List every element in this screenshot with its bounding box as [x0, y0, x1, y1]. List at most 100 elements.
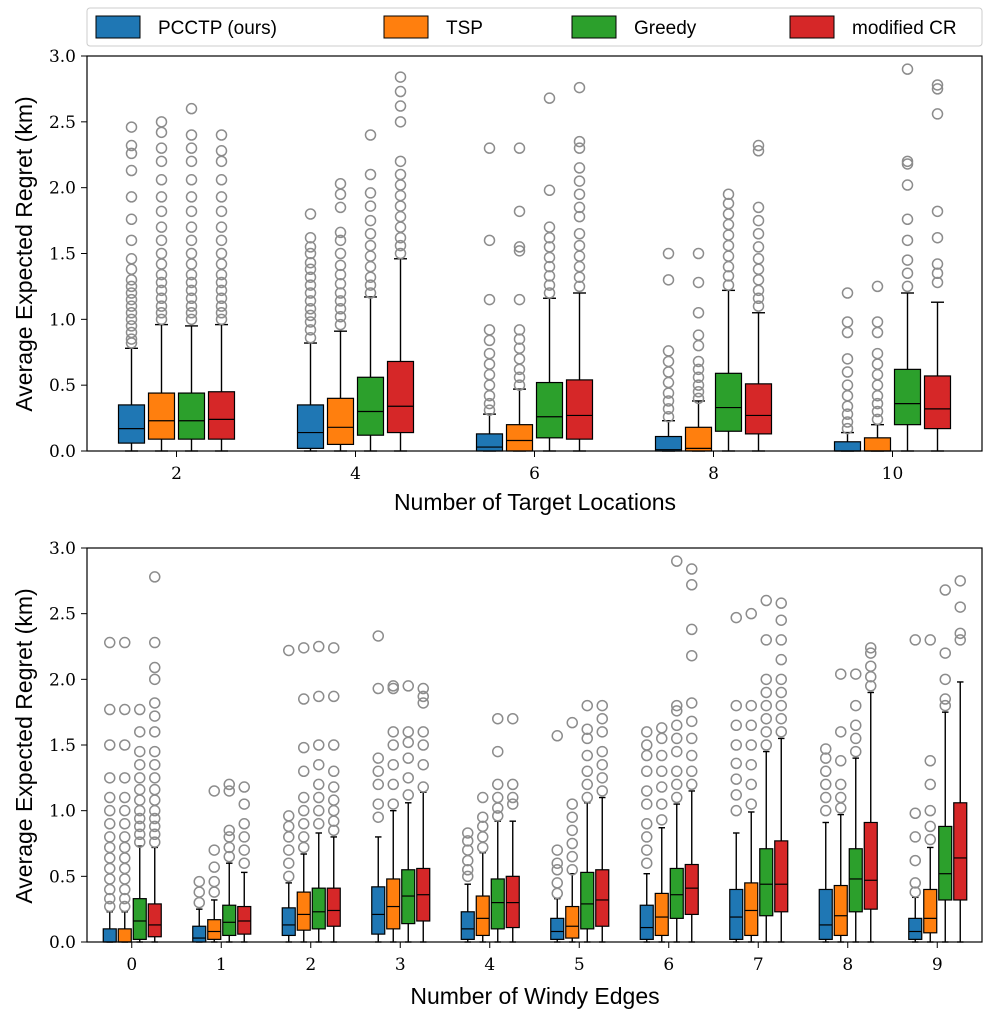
outlier-point — [125, 234, 138, 247]
outlier-point — [551, 877, 563, 889]
outlier-point — [513, 333, 526, 345]
outlier-point — [298, 791, 310, 804]
box-tsp — [475, 895, 490, 937]
outlier-point — [394, 221, 407, 233]
y-tick-label: 0.0 — [49, 442, 76, 462]
outlier-point — [671, 765, 683, 778]
outlier-point — [841, 287, 854, 299]
outlier-point — [328, 642, 340, 654]
outlier-point — [596, 712, 608, 725]
outlier-point — [543, 279, 556, 291]
outlier-point — [104, 739, 116, 751]
outlier-point — [543, 241, 556, 253]
outlier-point — [722, 270, 735, 282]
outlier-point — [208, 844, 220, 856]
outlier-point — [185, 313, 198, 326]
x-tick-label: 8 — [842, 955, 853, 975]
outlier-point — [760, 699, 772, 712]
outlier-point — [641, 831, 653, 843]
outlier-point — [745, 719, 757, 732]
bottom-chart-ylabel: Average Expected Regret (km) — [11, 588, 37, 903]
outlier-point — [909, 807, 921, 820]
outlier-point — [656, 814, 668, 826]
outlier-point — [387, 758, 399, 771]
y-tick-label: 3.0 — [49, 539, 76, 559]
outlier-point — [328, 781, 340, 793]
outlier-point — [671, 705, 683, 717]
box-pcctp-ours — [550, 917, 565, 940]
outlier-point — [662, 274, 675, 286]
outlier-point — [134, 703, 146, 716]
outlier-point — [328, 804, 340, 817]
outlier-point — [125, 253, 138, 265]
outlier-point — [543, 270, 556, 282]
outlier-point — [730, 773, 742, 785]
outlier-point — [722, 208, 735, 220]
outlier-point — [364, 214, 377, 227]
outlier-point — [104, 852, 116, 864]
outlier-point — [722, 218, 735, 231]
box-tsp — [684, 426, 713, 452]
outlier-point — [104, 900, 116, 913]
outlier-point — [134, 783, 146, 796]
outlier-point — [298, 693, 310, 705]
outlier-point — [573, 188, 586, 200]
outlier-point — [596, 758, 608, 771]
outlier-point — [304, 256, 317, 269]
outlier-point — [462, 864, 474, 876]
outlier-point — [119, 862, 131, 875]
outlier-point — [871, 316, 884, 328]
outlier-point — [573, 162, 586, 174]
outlier-point — [939, 699, 951, 712]
outlier-point — [104, 772, 116, 784]
legend-swatch-modified-cr — [789, 15, 835, 39]
outlier-point — [865, 647, 877, 659]
x-tick-label: 6 — [529, 464, 540, 484]
outlier-point — [924, 755, 936, 767]
outlier-point — [492, 810, 504, 822]
outlier-point — [283, 644, 295, 657]
outlier-point — [402, 680, 414, 692]
outlier-point — [483, 234, 496, 247]
outlier-point — [483, 368, 496, 381]
outlier-point — [334, 295, 347, 307]
outlier-point — [185, 129, 198, 141]
outlier-point — [417, 781, 429, 793]
box-tsp — [833, 884, 848, 937]
outlier-point — [573, 135, 586, 148]
outlier-point — [125, 313, 138, 326]
outlier-point — [722, 279, 735, 291]
outlier-point — [901, 155, 914, 168]
outlier-point — [238, 844, 250, 856]
outlier-point — [566, 850, 578, 863]
outlier-point — [775, 653, 787, 666]
outlier-point — [596, 785, 608, 797]
outlier-point — [215, 129, 228, 141]
outlier-point — [372, 811, 384, 823]
y-tick-label: 0.5 — [49, 376, 76, 396]
outlier-point — [125, 280, 138, 293]
outlier-point — [745, 699, 757, 712]
outlier-point — [208, 875, 220, 888]
outlier-point — [149, 758, 161, 771]
outlier-point — [104, 831, 116, 843]
outlier-point — [298, 765, 310, 778]
outlier-point — [372, 630, 384, 642]
box-greedy — [669, 867, 684, 919]
outlier-point — [125, 320, 138, 332]
outlier-point — [924, 820, 936, 833]
outlier-point — [155, 300, 168, 312]
box-greedy — [177, 392, 206, 440]
outlier-point — [462, 844, 474, 856]
outlier-point — [328, 794, 340, 806]
outlier-point — [692, 379, 705, 391]
legend-label-tsp: TSP — [446, 18, 483, 39]
outlier-point — [671, 699, 683, 712]
outlier-point — [483, 334, 496, 347]
outlier-point — [775, 686, 787, 699]
outlier-point — [134, 820, 146, 833]
outlier-point — [686, 749, 698, 762]
outlier-point — [119, 831, 131, 843]
outlier-point — [334, 318, 347, 331]
outlier-point — [850, 699, 862, 712]
